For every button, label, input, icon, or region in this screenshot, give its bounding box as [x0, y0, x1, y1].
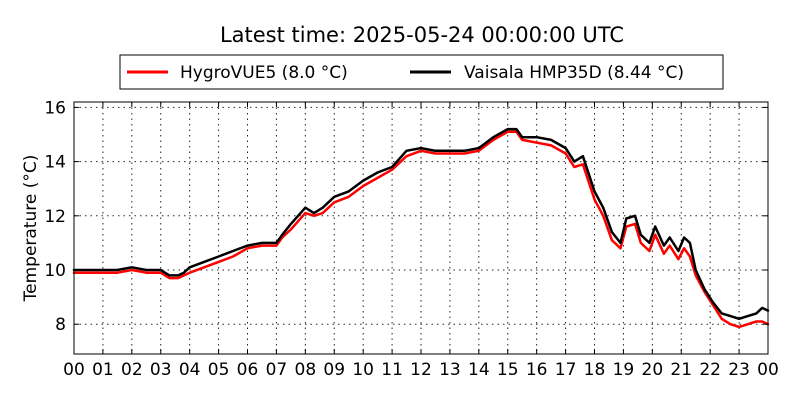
x-tick-label: 18 [584, 360, 606, 380]
x-tick-label: 14 [468, 360, 490, 380]
x-tick-label: 12 [410, 360, 432, 380]
x-tick-label: 23 [728, 360, 750, 380]
x-tick-label: 11 [381, 360, 403, 380]
x-tick-label: 13 [439, 360, 461, 380]
legend-label-vaisala: Vaisala HMP35D (8.44 °C) [464, 63, 684, 83]
ticks: 00 01 02 03 04 05 06 07 08 09 10 11 12 13 14 15 16 17 18 19… [44, 98, 778, 380]
grid [74, 102, 768, 354]
x-tick-label: 16 [526, 360, 548, 380]
legend: HygroVUE5 (8.0 °C) Vaisala HMP35D (8.44 … [119, 54, 724, 90]
x-tick-label: 08 [295, 360, 317, 380]
series-line-vaisala [72, 127, 770, 321]
legend-label-hygrovue5: HygroVUE5 (8.0 °C) [180, 63, 348, 83]
series-line-hygrovue5 [72, 130, 770, 329]
y-axis-label: Temperature (°C) [21, 155, 41, 303]
chart-title: Latest time: 2025-05-24 00:00:00 UTC [220, 23, 624, 47]
x-tick-label: 09 [323, 360, 345, 380]
series-layer [72, 127, 770, 329]
x-tick-label: 07 [266, 360, 288, 380]
y-tick-label: 12 [44, 207, 66, 227]
x-tick-label: 01 [92, 360, 114, 380]
plot-frame [73, 101, 769, 355]
x-tick-label: 00 [63, 360, 85, 380]
x-tick-label: 06 [237, 360, 259, 380]
x-tick-label: 02 [121, 360, 143, 380]
x-tick-label: 00 [757, 360, 779, 380]
y-tick-label: 8 [55, 315, 66, 335]
x-tick-label: 17 [555, 360, 577, 380]
x-tick-label: 20 [642, 360, 664, 380]
x-tick-label: 10 [352, 360, 374, 380]
x-tick-label: 04 [179, 360, 201, 380]
x-tick-label: 22 [699, 360, 721, 380]
x-tick-label: 19 [613, 360, 635, 380]
x-tick-label: 15 [497, 360, 519, 380]
y-tick-label: 16 [44, 98, 66, 118]
y-tick-label: 14 [44, 153, 66, 173]
x-tick-label: 03 [150, 360, 172, 380]
x-tick-label: 21 [670, 360, 692, 380]
x-tick-label: 05 [208, 360, 230, 380]
y-tick-label: 10 [44, 261, 66, 281]
